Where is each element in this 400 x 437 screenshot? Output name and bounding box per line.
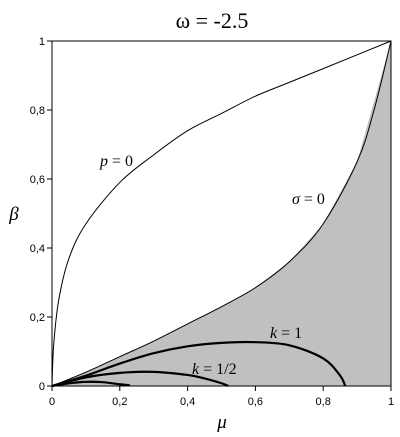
y-tick-label: 1 (39, 36, 45, 48)
y-tick-label: 0 (39, 381, 45, 393)
x-axis-label: μ (216, 412, 227, 433)
x-tick-label: 1 (388, 396, 394, 408)
y-axis-ticks: 0 0,2 0,4 0,6 0,8 1 (30, 36, 52, 393)
y-tick-label: 0,4 (30, 243, 45, 255)
curve-sigma-equals-0 (51, 40, 392, 387)
y-tick-label: 0,2 (30, 312, 45, 324)
label-k-equals-half: k = 1/2 (192, 361, 237, 378)
plot-frame (51, 40, 392, 387)
label-sigma-equals-0: σ = 0 (292, 191, 325, 208)
x-tick-label: 0,8 (316, 396, 331, 408)
shaded-region (52, 41, 391, 386)
y-tick-label: 0,6 (30, 174, 45, 186)
curve-k-equals-half (51, 370, 229, 388)
curve-k-equals-1 (51, 340, 347, 388)
x-tick-label: 0 (49, 396, 55, 408)
x-tick-label: 0,6 (248, 396, 263, 408)
x-axis-ticks: 0 0,2 0,4 0,6 0,8 1 (49, 386, 394, 408)
chart-title: ω = -2.5 (176, 8, 249, 33)
curve-layer (51, 40, 392, 388)
label-p-equals-0: p = 0 (99, 153, 133, 170)
y-axis-label: β (8, 204, 19, 225)
shaded-region-layer (52, 41, 391, 386)
curve-p-equals-0 (51, 40, 392, 387)
label-k-equals-1: k = 1 (270, 325, 302, 342)
curve-small-arc (51, 380, 131, 388)
x-tick-label: 0,4 (180, 396, 195, 408)
x-tick-label: 0,2 (112, 396, 127, 408)
y-tick-label: 0,8 (30, 105, 45, 117)
